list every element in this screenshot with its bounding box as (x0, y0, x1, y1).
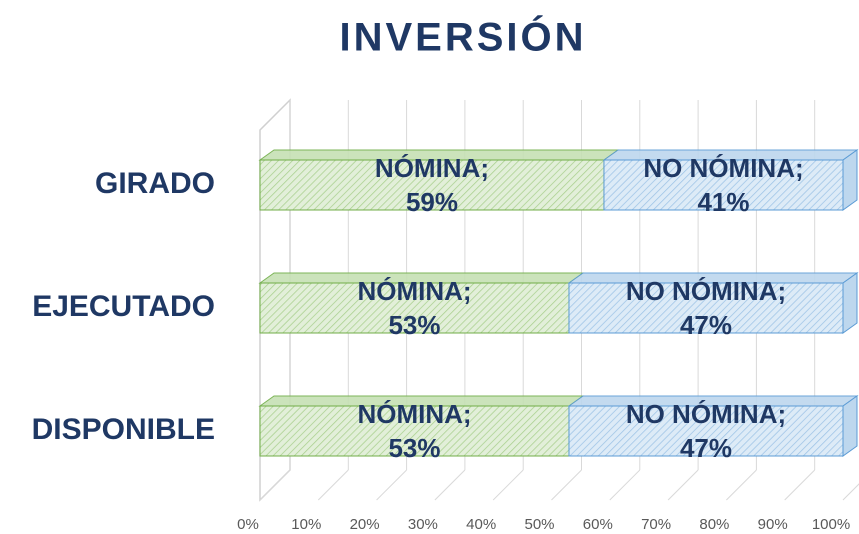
bar-side (842, 272, 858, 334)
x-tick-label: 20% (350, 516, 380, 533)
category-label: GIRADO (95, 167, 215, 200)
data-label-name: NÓMINA; (375, 153, 489, 183)
data-label-name: NÓMINA; (357, 399, 471, 429)
floor-line (376, 469, 407, 501)
x-tick-label: 100% (812, 516, 850, 533)
data-label-series: NO NÓMINA (626, 276, 778, 306)
data-label: 47% (680, 310, 732, 340)
floor-line (317, 469, 349, 501)
x-tick-label: 40% (466, 516, 496, 533)
floor-line (842, 483, 859, 501)
data-label-series: NÓMINA (375, 153, 481, 183)
data-label-name: NÓMINA; (357, 276, 471, 306)
x-tick-label: 90% (758, 516, 788, 533)
bar (603, 159, 844, 211)
bar (568, 405, 844, 457)
bar-side (842, 149, 858, 211)
floor-line (551, 469, 582, 501)
x-tick-label: 70% (641, 516, 671, 533)
bar (259, 282, 570, 334)
floor-line (784, 469, 816, 501)
data-label-name: NO NÓMINA; (626, 276, 786, 306)
floor-line (609, 469, 641, 501)
data-label-name: NO NÓMINA; (643, 153, 803, 183)
data-label-series: NÓMINA (357, 399, 463, 429)
bar (259, 159, 605, 211)
floor-line (492, 469, 524, 501)
chart-title: INVERSIÓN (339, 14, 586, 60)
floor-line (259, 469, 291, 501)
bar-side (842, 395, 858, 457)
data-label: 41% (697, 187, 749, 217)
data-label-name: NO NÓMINA; (626, 399, 786, 429)
data-label: 59% (406, 187, 458, 217)
data-label: 53% (388, 433, 440, 463)
x-tick-label: 10% (291, 516, 321, 533)
floor-line (726, 469, 757, 501)
bar (259, 405, 570, 457)
bar (568, 282, 844, 334)
x-tick-label: 60% (583, 516, 613, 533)
data-label-series: NÓMINA (357, 276, 463, 306)
category-label: DISPONIBLE (32, 413, 215, 446)
x-tick-label: 80% (699, 516, 729, 533)
x-tick-label: 0% (237, 516, 259, 533)
x-tick-label: 50% (524, 516, 554, 533)
floor-line (667, 469, 699, 501)
category-label: EJECUTADO (32, 290, 215, 323)
data-label: 47% (680, 433, 732, 463)
floor-line (434, 469, 466, 501)
data-label-series: NO NÓMINA (643, 153, 795, 183)
x-tick-label: 30% (408, 516, 438, 533)
data-label-series: NO NÓMINA (626, 399, 778, 429)
data-label: 53% (388, 310, 440, 340)
